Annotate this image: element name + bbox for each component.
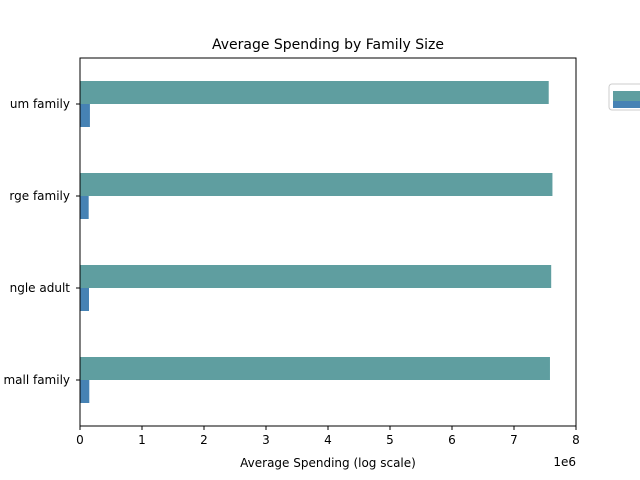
x-axis-label: Average Spending (log scale)	[240, 456, 416, 470]
bar-series-2-2	[80, 173, 553, 196]
x-tick-label: 6	[448, 433, 456, 447]
y-tick-label: rge family	[9, 189, 70, 203]
legend	[608, 83, 640, 111]
x-axis: 0 1 2 3 4 5 6 7 8	[76, 426, 580, 447]
x-tick-label: 2	[200, 433, 208, 447]
bar-series-2-0	[80, 357, 550, 380]
x-tick-label: 5	[386, 433, 394, 447]
bar-series-2-3	[80, 81, 549, 104]
y-tick-label: ngle adult	[10, 281, 71, 295]
x-tick-label: 4	[324, 433, 332, 447]
legend-swatch-series-2	[613, 91, 640, 101]
legend-swatch-series-1	[613, 98, 640, 108]
x-tick-label: 0	[76, 433, 84, 447]
chart-title: Average Spending by Family Size	[212, 37, 444, 53]
x-tick-label: 7	[510, 433, 518, 447]
bar-series-1-0	[80, 380, 90, 403]
x-tick-label: 3	[262, 433, 270, 447]
bars-layer	[80, 81, 553, 403]
y-tick-label: um family	[10, 97, 70, 111]
bar-series-1-2	[80, 196, 89, 219]
x-tick-label: 8	[572, 433, 580, 447]
bar-series-1-1	[80, 288, 89, 311]
y-axis: mall family ngle adult rge family um family	[3, 97, 80, 387]
bar-series-1-3	[80, 104, 90, 127]
x-tick-label: 1	[138, 433, 146, 447]
x-axis-offset-label: 1e6	[553, 455, 576, 469]
y-tick-label: mall family	[3, 373, 70, 387]
bar-series-2-1	[80, 265, 552, 288]
